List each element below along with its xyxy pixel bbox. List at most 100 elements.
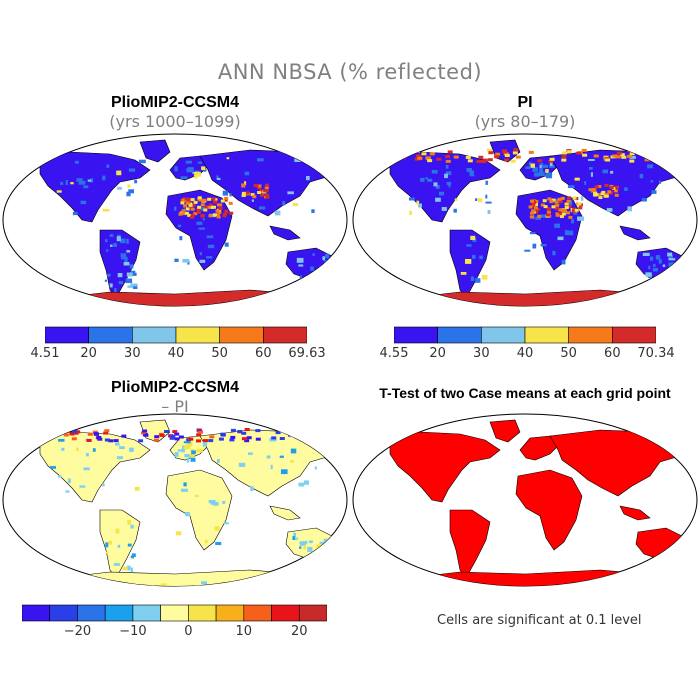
land-cell [308,438,314,442]
land-cell [481,274,488,280]
land-cell [641,198,647,202]
land-cell [531,203,536,207]
land-cell [539,168,544,174]
land-cell [197,205,202,209]
land-cell [593,154,599,158]
land-cell [616,151,622,155]
land-cell [567,230,574,236]
land-cell [642,252,650,256]
land-cell [668,254,673,260]
map-panel-1 [2,133,348,307]
land-cell [650,256,654,261]
land-cell [83,185,89,189]
land-cell [532,201,537,205]
land-cell [533,206,538,210]
land-cell [624,187,628,191]
land-cell [504,158,510,162]
land-cell [510,159,516,163]
land-cell [293,537,299,540]
land-cell [105,551,109,554]
land-cell [183,445,191,450]
land-cell [177,449,184,452]
land-cell [108,585,115,586]
land-cell [119,446,125,450]
colorbar-panel-3 [22,604,327,622]
land-cell [104,438,110,442]
land-cell [67,478,71,484]
land-cell [566,211,570,215]
land-cell [448,183,451,188]
land-cell [314,466,317,470]
land-cell [181,488,188,492]
land-cell [254,184,259,188]
colorbar-swatch [243,604,272,622]
land-cell [530,199,534,203]
land-cell [648,148,654,152]
land-cell [113,563,120,566]
land-cell [604,194,609,198]
colorbar-tick-label: 50 [560,346,577,361]
land-cell [433,182,438,187]
land-cell [244,439,250,443]
land-cell [447,150,453,154]
panel-1-title: PlioMIP2-CCSM4 [110,94,239,111]
land-cell [245,191,250,195]
land-cell [669,158,675,162]
continent-greenland [489,419,521,443]
colorbar-panel-2 [394,326,656,344]
land-cell [65,490,70,493]
colorbar-tick-label: 30 [473,346,490,361]
land-cell [216,177,221,180]
land-cell [177,224,182,228]
land-cell [566,199,571,203]
land-cell [454,198,458,201]
continent-namerica [39,151,151,223]
land-cell [292,203,299,207]
land-cell [466,168,472,172]
land-cell [504,154,510,157]
colorbar-swatch [104,604,134,622]
land-cell [439,191,445,196]
land-cell [571,219,574,224]
land-cell [436,157,442,161]
land-cell [486,148,492,152]
land-cell [117,186,122,190]
land-cell [614,193,619,197]
land-cell [564,203,569,207]
land-cell [540,203,545,207]
land-cell [309,428,315,432]
land-cell [648,265,651,270]
colorbar-swatch [568,326,613,344]
land-cell [125,278,133,284]
land-cell [160,583,167,586]
land-cell [109,234,114,237]
colorbar-swatch [263,326,307,344]
land-cell [546,210,551,214]
land-cell [671,149,677,153]
colorbar-swatch [132,326,177,344]
land-cell [109,283,113,288]
land-cell [46,435,52,439]
land-cell [650,152,656,156]
land-cell [197,196,202,200]
land-cell [613,189,618,193]
land-cell [578,206,583,210]
land-cell [644,158,650,162]
land-cell [252,195,257,199]
significance-note: Cells are significant at 0.1 level [437,613,642,628]
land-cell [198,448,203,452]
land-cell [279,437,285,440]
land-cell [169,436,175,440]
panel-2-subtitle: (yrs 80–179) [474,112,576,131]
land-cell [85,453,89,457]
land-cell [560,196,565,200]
land-cell [250,486,254,491]
land-cell [80,200,87,205]
land-cell [226,157,230,160]
land-cell [210,205,215,209]
land-cell [56,190,62,193]
land-cell [532,243,537,249]
colorbar-swatch [132,604,161,622]
land-cell [182,258,189,263]
colorbar-tick-label: 69.63 [288,346,326,361]
